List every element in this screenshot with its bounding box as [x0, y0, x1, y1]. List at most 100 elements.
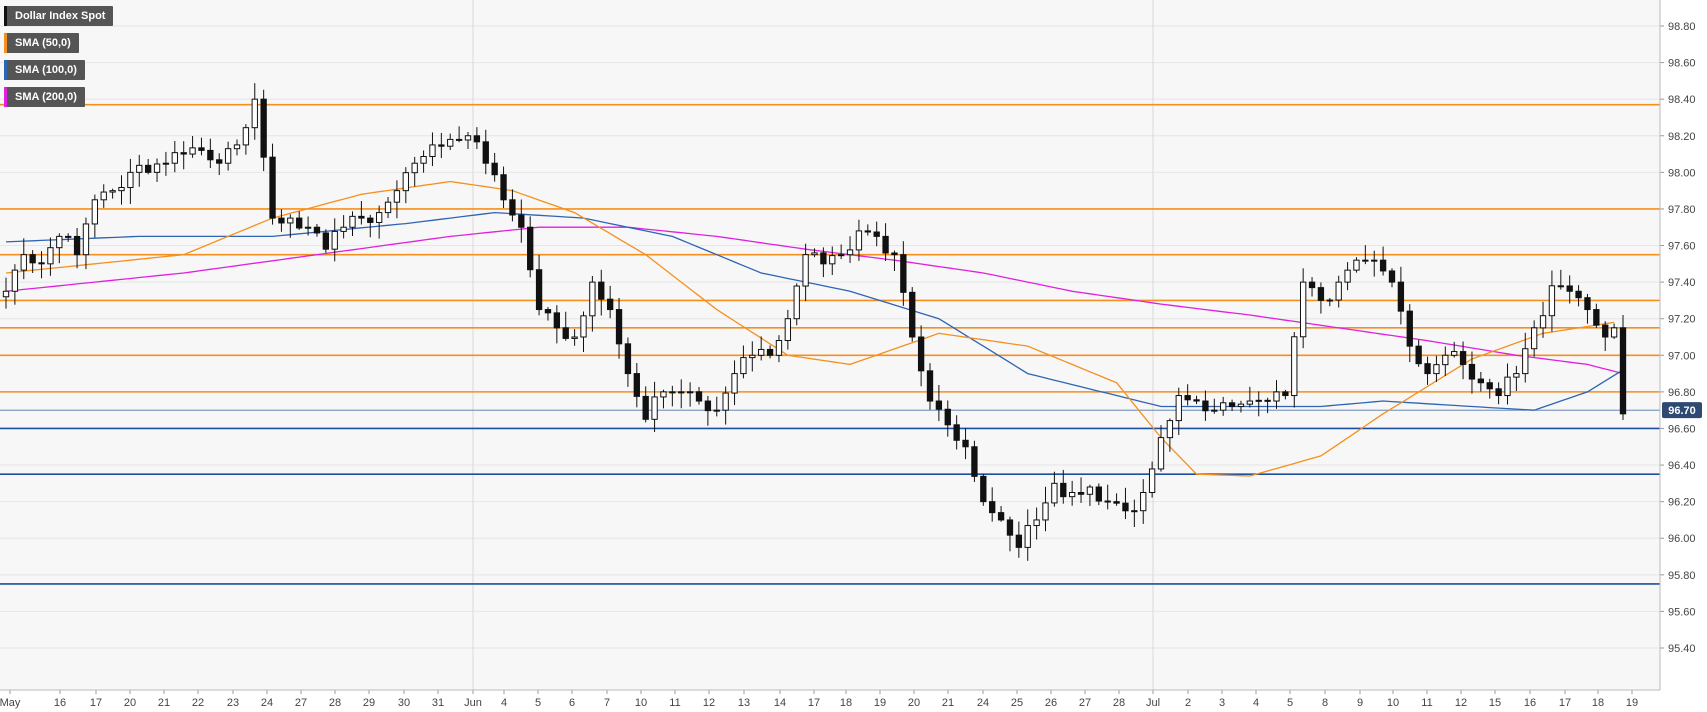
candle [1451, 341, 1458, 358]
candle-body-down [1228, 402, 1236, 408]
x-tick-label: 16 [54, 697, 66, 709]
x-tick-label: 12 [703, 697, 715, 709]
candle-body-up [1610, 327, 1618, 338]
x-tick-label: 21 [942, 697, 954, 709]
candle [1397, 266, 1405, 325]
candle-body-down [606, 298, 614, 311]
candle-body-down [207, 149, 214, 161]
candle [775, 335, 783, 363]
candle-body-up [331, 230, 338, 250]
candle-body-down [38, 262, 45, 265]
candle [686, 382, 694, 407]
legend-item-price[interactable]: Dollar Index Spot [4, 6, 114, 26]
candle-body-up [287, 217, 294, 224]
x-tick-label: 16 [1524, 697, 1536, 709]
candle-body-up [749, 354, 756, 359]
candle-body-down [882, 235, 889, 254]
candle [82, 217, 90, 270]
candle-body-down [1459, 351, 1467, 365]
candle-body-down [144, 164, 152, 173]
candle [1433, 355, 1440, 383]
x-tick-label: 21 [158, 697, 170, 709]
candle-body-down [944, 408, 951, 426]
candle [722, 386, 729, 425]
candle [873, 221, 880, 247]
candle [633, 363, 640, 408]
candle-body-down [624, 343, 632, 375]
legend-item-sma200[interactable]: SMA (200,0) [4, 87, 85, 107]
candle-body-down [313, 226, 321, 234]
candle-body-down [544, 309, 552, 314]
candle-body-down [216, 159, 223, 164]
legend-swatch-sma200 [4, 87, 7, 107]
y-tick-label: 96.00 [1668, 533, 1696, 545]
candle [1068, 480, 1076, 506]
candle [1228, 399, 1236, 412]
candle-body-down [704, 400, 712, 412]
candle-body-up [171, 152, 178, 164]
y-tick-label: 96.60 [1668, 423, 1696, 435]
candle-body-down [1362, 259, 1369, 262]
candle-body-up [429, 144, 436, 158]
candle [1602, 321, 1609, 351]
x-tick-label: 14 [774, 697, 786, 709]
candle [1344, 262, 1351, 291]
candle [340, 215, 347, 239]
candle [909, 287, 916, 342]
candle-body-up [784, 318, 792, 342]
candle [1557, 269, 1564, 290]
legend-label: SMA (100,0) [15, 64, 77, 76]
x-tick-label: 7 [604, 697, 610, 709]
current-price-tag-bg [1662, 402, 1702, 419]
candle [189, 136, 196, 158]
candle-body-down [1379, 259, 1387, 272]
candle [935, 384, 943, 421]
candle [1619, 315, 1627, 421]
legend-swatch-price [4, 6, 7, 26]
candle-body-down [971, 446, 978, 477]
candle [171, 140, 178, 173]
candle [900, 241, 907, 306]
legend-item-sma100[interactable]: SMA (100,0) [4, 60, 85, 80]
candle [731, 360, 738, 406]
candle [1291, 332, 1298, 408]
candle-body-down [1406, 310, 1413, 347]
candle [384, 197, 392, 219]
candle-body-down [367, 217, 374, 223]
candle [1086, 484, 1094, 506]
candle [669, 385, 676, 407]
candle [402, 167, 409, 204]
candles [2, 83, 1627, 561]
candle [1113, 493, 1120, 506]
y-tick-label: 97.20 [1668, 314, 1696, 326]
candle-body-down [1193, 399, 1200, 402]
candle [260, 89, 267, 172]
candle-body-down [1557, 285, 1564, 288]
x-tick-label: 26 [1045, 697, 1057, 709]
candle [109, 188, 116, 199]
legend-item-sma50[interactable]: SMA (50,0) [4, 33, 79, 53]
candle [1406, 304, 1413, 363]
candle [1051, 471, 1058, 507]
legend-swatch-sma100 [4, 60, 7, 80]
candle [1504, 363, 1511, 405]
candle [1308, 277, 1316, 297]
x-tick-label: 6 [569, 697, 575, 709]
candle-body-up [402, 172, 409, 192]
candle [438, 132, 445, 159]
candle [1584, 293, 1591, 324]
candle-body-down [1113, 501, 1120, 504]
candle [2, 277, 10, 309]
candle [1006, 516, 1014, 552]
candle [304, 216, 312, 236]
x-tick-label: 4 [501, 697, 507, 709]
candle [47, 237, 54, 276]
candle-body-up [420, 156, 427, 164]
candle [811, 248, 818, 258]
x-tick-label: 13 [738, 697, 750, 709]
candle [1317, 282, 1325, 314]
candle-body-up [1246, 400, 1254, 405]
candle-body-down [269, 156, 276, 219]
